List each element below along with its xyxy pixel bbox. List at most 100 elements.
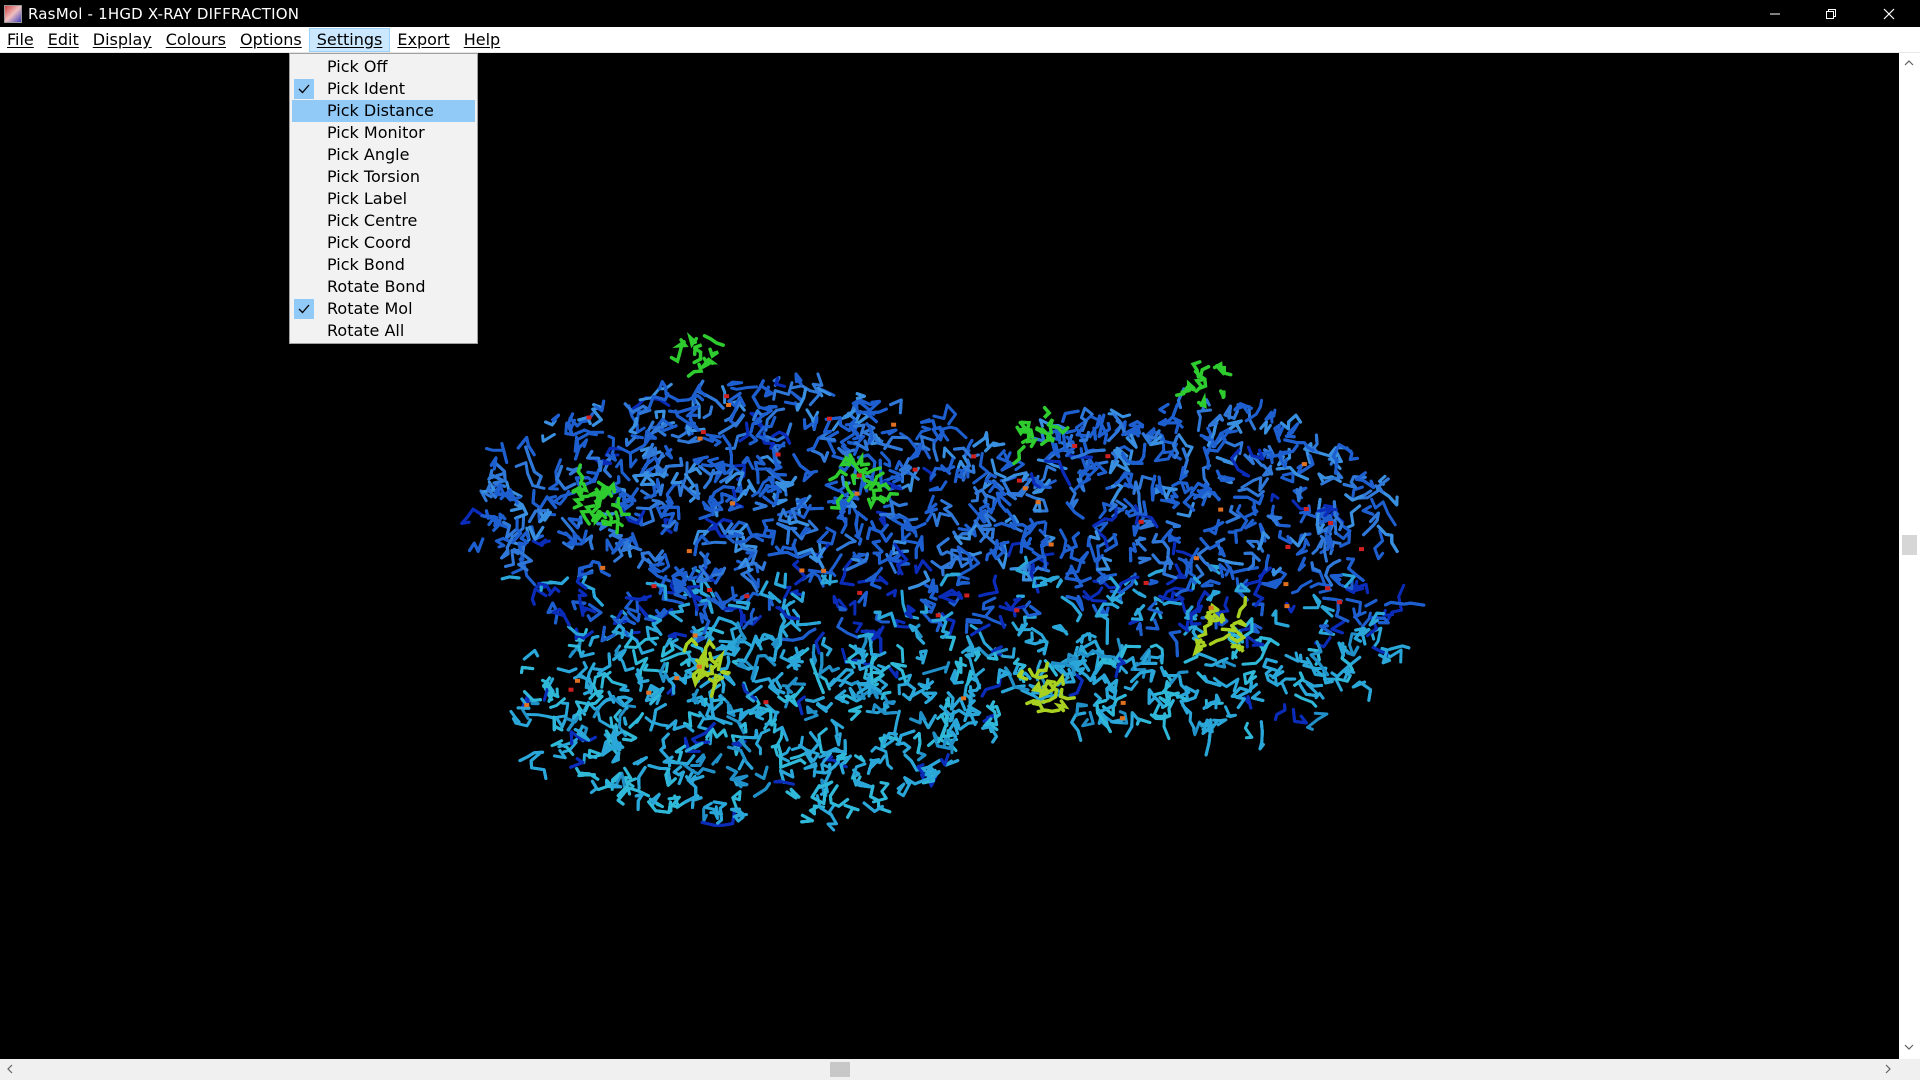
atom-highlight: [1218, 507, 1224, 512]
bond-stick: [1158, 402, 1170, 414]
bond-stick: [854, 510, 868, 528]
ligand-stick: [702, 334, 725, 347]
menu-item-pick-torsion[interactable]: Pick Torsion: [327, 167, 421, 186]
bond-stick: [1303, 442, 1331, 458]
vertical-scroll-thumb[interactable]: [1902, 535, 1917, 555]
bond-stick: [841, 647, 875, 667]
scroll-right-icon[interactable]: [1880, 1061, 1896, 1077]
minimize-button[interactable]: [1752, 0, 1798, 27]
bond-stick: [713, 492, 734, 507]
bond-stick: [1162, 560, 1178, 580]
bond-stick: [756, 705, 777, 727]
bond-stick: [637, 551, 657, 569]
bond-stick: [1351, 680, 1373, 702]
bond-stick: [894, 618, 912, 629]
bond-stick: [730, 586, 750, 603]
bond-stick: [856, 659, 881, 672]
restore-button[interactable]: [1808, 0, 1854, 27]
bond-stick: [1251, 690, 1265, 702]
bond-stick: [1096, 655, 1117, 667]
menu-colours[interactable]: Colours: [165, 29, 226, 49]
menu-item-pick-distance[interactable]: Pick Distance: [292, 100, 475, 122]
bond-stick: [932, 403, 958, 426]
horizontal-scroll-thumb[interactable]: [830, 1062, 850, 1077]
molecule-viewport[interactable]: [0, 53, 1899, 1059]
ligand-stick: [686, 332, 699, 349]
bond-stick: [622, 730, 638, 742]
bond-stick: [702, 807, 708, 823]
bond-stick: [1259, 420, 1272, 435]
menu-item-pick-coord[interactable]: Pick Coord: [327, 233, 412, 252]
bond-stick: [1149, 606, 1163, 622]
atom-highlight: [575, 678, 580, 683]
bond-stick: [953, 463, 970, 484]
bond-stick: [480, 509, 497, 521]
bond-stick: [749, 419, 763, 434]
bond-stick: [542, 676, 555, 703]
bond-stick: [839, 559, 855, 587]
bond-stick: [707, 498, 716, 517]
horizontal-scrollbar[interactable]: [0, 1059, 1899, 1080]
close-button[interactable]: [1866, 0, 1912, 27]
atom-highlight: [1105, 454, 1111, 459]
bond-stick: [1162, 670, 1188, 701]
bond-stick: [729, 620, 741, 641]
bond-stick: [917, 677, 930, 688]
menu-item-pick-off[interactable]: Pick Off: [327, 57, 388, 76]
bond-stick: [857, 590, 868, 607]
menu-options[interactable]: Options: [240, 29, 302, 49]
ligand-stick: [879, 491, 900, 503]
bond-stick: [1029, 472, 1042, 489]
bond-stick: [681, 762, 716, 776]
menu-item-rotate-bond[interactable]: Rotate Bond: [327, 277, 426, 296]
bond-stick: [1243, 551, 1261, 562]
bond-stick: [1324, 532, 1334, 551]
rasmol-app-icon[interactable]: [4, 4, 22, 23]
bond-stick: [848, 705, 863, 721]
menu-display[interactable]: Display: [92, 29, 152, 49]
bond-stick: [996, 449, 1015, 472]
bond-stick: [698, 465, 723, 476]
menu-item-rotate-all[interactable]: Rotate All: [327, 321, 405, 340]
ligand-stick: [695, 658, 710, 678]
bond-stick: [683, 711, 701, 728]
scroll-down-icon[interactable]: [1901, 1039, 1917, 1055]
bond-stick: [1004, 666, 1030, 692]
vertical-scrollbar[interactable]: [1899, 53, 1920, 1059]
bond-stick: [880, 451, 892, 468]
menu-item-pick-bond[interactable]: Pick Bond: [327, 255, 405, 274]
bond-stick: [492, 460, 507, 488]
bond-stick: [1373, 529, 1385, 561]
bond-stick: [664, 767, 677, 787]
menu-item-pick-label[interactable]: Pick Label: [327, 189, 408, 208]
scroll-left-icon[interactable]: [2, 1061, 18, 1077]
menu-item-pick-ident[interactable]: Pick Ident: [292, 78, 475, 100]
menu-item-pick-centre[interactable]: Pick Centre: [327, 211, 418, 230]
bond-stick: [549, 697, 566, 709]
bond-stick: [771, 430, 792, 445]
bond-stick: [853, 779, 874, 789]
menu-item-pick-monitor[interactable]: Pick Monitor: [327, 123, 425, 142]
menu-settings[interactable]: Settings: [308, 27, 391, 52]
menu-help[interactable]: Help: [463, 29, 501, 49]
menu-item-rotate-mol[interactable]: Rotate Mol: [292, 298, 475, 320]
bond-stick: [798, 731, 821, 755]
atom-highlight: [1283, 582, 1289, 587]
menu-file[interactable]: File: [7, 29, 34, 49]
bond-stick: [1108, 460, 1120, 475]
bond-stick: [577, 564, 594, 577]
bond-stick: [1175, 549, 1198, 560]
bond-stick: [569, 730, 597, 745]
menu-edit[interactable]: Edit: [47, 29, 79, 49]
menu-item-pick-angle[interactable]: Pick Angle: [327, 145, 410, 164]
menu-export[interactable]: Export: [397, 29, 450, 49]
scroll-up-icon[interactable]: [1901, 55, 1917, 71]
scrollbar-corner: [1899, 1059, 1920, 1080]
bond-stick: [829, 668, 854, 687]
bond-stick: [1294, 693, 1318, 708]
bond-stick: [871, 781, 890, 804]
bond-stick: [659, 504, 681, 521]
bond-stick: [1095, 413, 1106, 429]
bond-stick: [1158, 591, 1185, 602]
bond-stick: [594, 399, 606, 413]
